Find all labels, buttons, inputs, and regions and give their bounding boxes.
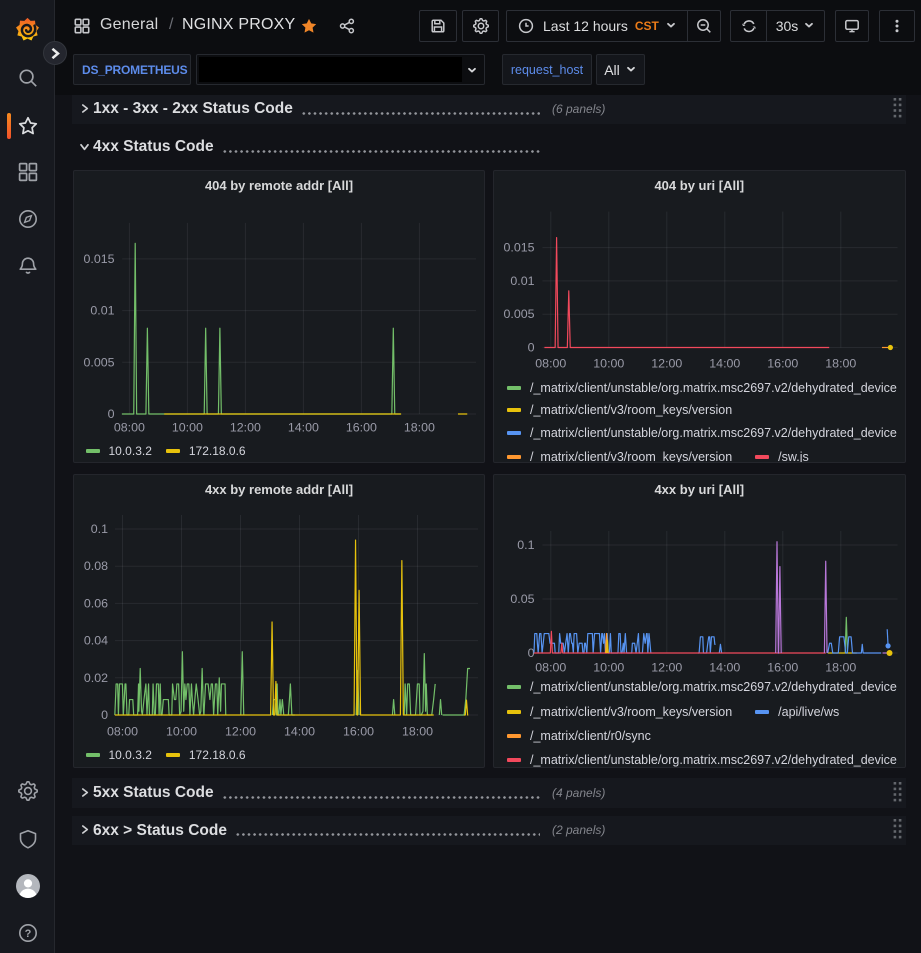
svg-text:18:00: 18:00 [402,724,433,738]
svg-text:0: 0 [101,708,108,722]
svg-text:08:00: 08:00 [535,660,566,674]
svg-text:0.1: 0.1 [517,538,534,552]
svg-text:0.015: 0.015 [83,252,114,266]
svg-text:16:00: 16:00 [346,421,377,435]
svg-text:0.005: 0.005 [503,307,534,321]
svg-text:08:00: 08:00 [114,421,145,435]
svg-text:0.005: 0.005 [83,355,114,369]
svg-text:16:00: 16:00 [343,724,374,738]
svg-text:0.04: 0.04 [84,633,108,647]
svg-text:0: 0 [108,407,115,421]
svg-text:14:00: 14:00 [709,660,740,674]
svg-text:18:00: 18:00 [404,421,435,435]
svg-text:14:00: 14:00 [288,421,319,435]
svg-text:12:00: 12:00 [651,660,682,674]
svg-text:18:00: 18:00 [825,660,856,674]
svg-text:18:00: 18:00 [825,357,856,371]
svg-text:12:00: 12:00 [230,421,261,435]
svg-text:?: ? [24,928,31,940]
svg-text:10:00: 10:00 [593,660,624,674]
svg-text:0.08: 0.08 [84,559,108,573]
svg-text:0: 0 [527,341,534,355]
svg-text:0.01: 0.01 [90,304,114,318]
svg-text:14:00: 14:00 [284,724,315,738]
svg-text:0.01: 0.01 [510,274,534,288]
svg-text:08:00: 08:00 [535,357,566,371]
svg-text:0.05: 0.05 [510,592,534,606]
svg-text:16:00: 16:00 [767,357,798,371]
svg-text:08:00: 08:00 [107,724,138,738]
svg-text:16:00: 16:00 [767,660,798,674]
svg-text:12:00: 12:00 [225,724,256,738]
svg-text:0.1: 0.1 [91,522,108,536]
svg-text:0.02: 0.02 [84,670,108,684]
svg-text:14:00: 14:00 [709,357,740,371]
svg-text:0: 0 [527,646,534,660]
svg-text:12:00: 12:00 [651,357,682,371]
svg-text:0.015: 0.015 [503,241,534,255]
svg-text:10:00: 10:00 [166,724,197,738]
svg-text:10:00: 10:00 [172,421,203,435]
svg-text:0.06: 0.06 [84,596,108,610]
svg-text:10:00: 10:00 [593,357,624,371]
